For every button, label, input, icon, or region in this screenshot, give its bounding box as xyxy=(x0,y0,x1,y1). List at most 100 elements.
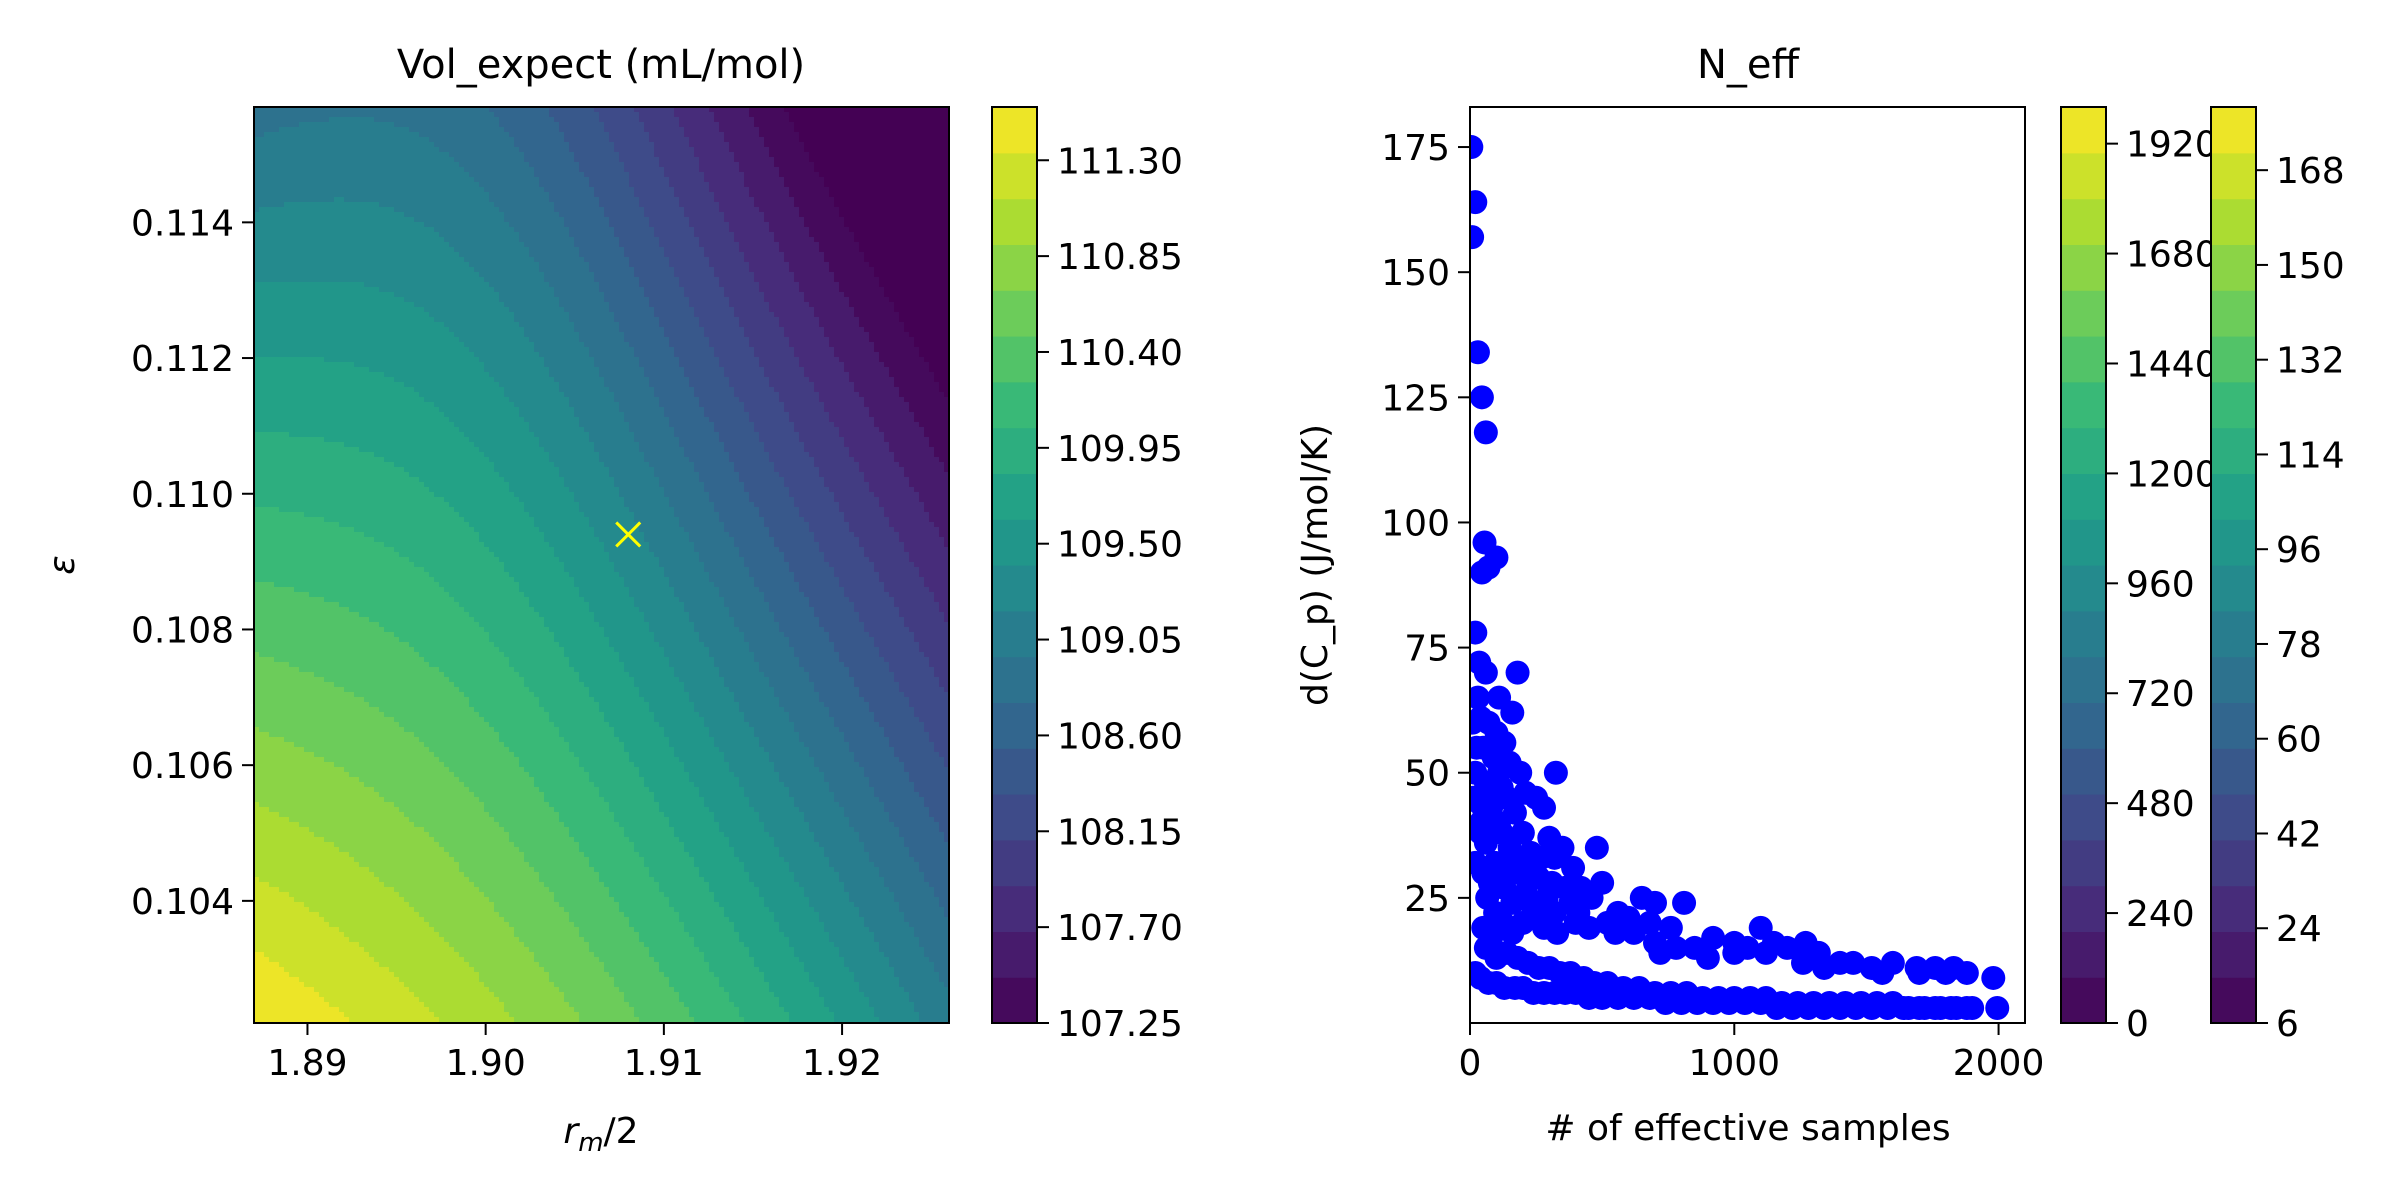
scatter-y-tick-label: 125 xyxy=(1381,378,1450,419)
scatter-point xyxy=(1672,890,1697,915)
colorbar-band xyxy=(2211,198,2256,245)
colorbar-band xyxy=(992,107,1037,154)
scatter-point xyxy=(1643,890,1667,915)
colorbar-tick-label: 42 xyxy=(2276,814,2322,855)
secondary-colorbar-frame xyxy=(2210,106,2257,1024)
colorbar-band xyxy=(992,885,1037,932)
colorbar-band xyxy=(992,977,1037,1024)
scatter-point xyxy=(1542,845,1567,870)
scatter-point xyxy=(1532,795,1556,820)
colorbar-band xyxy=(2211,748,2256,795)
scatter-point xyxy=(1621,920,1646,945)
contour-x-label-tail: /2 xyxy=(604,1111,639,1152)
colorbar-band xyxy=(2211,336,2256,383)
scatter-x-tick-label: 0 xyxy=(1459,1043,1482,1084)
colorbar-tick-label: 110.85 xyxy=(1057,237,1183,278)
contour-x-tick-label: 1.92 xyxy=(802,1043,882,1084)
scatter-point xyxy=(1508,760,1533,785)
colorbar-band xyxy=(992,794,1037,841)
scatter-point xyxy=(1907,960,1932,985)
colorbar-band xyxy=(2211,107,2256,154)
scatter-point xyxy=(1516,860,1541,885)
scatter-x-tick-label: 2000 xyxy=(1953,1043,2045,1084)
scatter-title: N_eff xyxy=(1697,42,1801,88)
contour-colorbar-bands xyxy=(992,107,1037,1024)
contour-x-label: rm/2 xyxy=(563,1111,638,1158)
colorbar-band xyxy=(2061,198,2106,245)
scatter-point xyxy=(1841,950,1866,975)
colorbar-band xyxy=(2061,977,2106,1024)
scatter-point xyxy=(1870,960,1895,985)
contour-x-axis: 1.89 1.90 1.91 1.92 xyxy=(267,1023,882,1084)
scatter-plot: N_eff 0 1000 2000 25 50 75 100 125 150 175 # of … xyxy=(1295,42,2044,1149)
contour-y-label: ε xyxy=(42,555,83,574)
colorbar-band xyxy=(992,656,1037,703)
colorbar-tick-label: 114 xyxy=(2276,435,2345,476)
colorbar-band xyxy=(2061,244,2106,291)
scatter-point xyxy=(1470,135,1484,160)
colorbar-band xyxy=(2061,519,2106,566)
scatter-point xyxy=(1775,935,1800,960)
scatter-y-label: d(C_p) (J/mol/K) xyxy=(1295,424,1336,706)
optimum-marker-x xyxy=(615,521,642,548)
scatter-y-tick-label: 175 xyxy=(1381,128,1450,169)
scatter-point xyxy=(1470,225,1485,250)
contour-x-label-sub: m xyxy=(578,1128,603,1158)
scatter-point xyxy=(1545,920,1570,945)
colorbar-band xyxy=(2211,610,2256,658)
colorbar-band xyxy=(2211,152,2256,200)
scatter-point xyxy=(1505,660,1530,685)
colorbar-band xyxy=(2211,839,2256,887)
colorbar-band xyxy=(2211,885,2256,932)
colorbar-band xyxy=(2061,381,2106,429)
colorbar-tick-label: 1680 xyxy=(2126,235,2218,276)
colorbar-tick-label: 108.60 xyxy=(1057,716,1183,757)
scatter-point xyxy=(1985,995,2010,1020)
contour-frame xyxy=(253,106,950,1024)
colorbar-band xyxy=(992,519,1037,566)
colorbar-band xyxy=(2061,427,2106,474)
colorbar-band xyxy=(2211,519,2256,566)
scatter-point xyxy=(1470,190,1488,215)
colorbar-band xyxy=(992,473,1037,520)
colorbar-band xyxy=(992,198,1037,245)
scatter-point xyxy=(1470,620,1488,645)
contour-x-tick-label: 1.90 xyxy=(446,1043,526,1084)
colorbar-band xyxy=(2211,565,2256,612)
colorbar-tick-label: 240 xyxy=(2126,894,2195,935)
scatter-point xyxy=(1487,760,1512,785)
contour-plot: Vol_expect (mL/mol) 1.89 1.90 1.91 1.92 0.1… xyxy=(42,42,950,1158)
scatter-point xyxy=(1510,885,1535,910)
secondary-colorbar: 6 24 42 60 78 96 114 132 150 168 xyxy=(2210,106,2345,1045)
colorbar-band xyxy=(2211,656,2256,703)
scatter-point xyxy=(1695,945,1720,970)
colorbar-tick-label: 1440 xyxy=(2126,344,2218,385)
colorbar-band xyxy=(2061,107,2106,154)
scatter-point xyxy=(1473,420,1498,445)
scatter-point xyxy=(1754,940,1778,965)
colorbar-band xyxy=(992,244,1037,291)
scatter-point xyxy=(1981,965,2006,990)
colorbar-tick-label: 150 xyxy=(2276,246,2345,287)
colorbar-band xyxy=(2211,473,2256,520)
scatter-point xyxy=(1473,660,1498,685)
colorbar-tick-label: 24 xyxy=(2276,909,2322,950)
colorbar-tick-label: 109.05 xyxy=(1057,621,1183,662)
colorbar-band xyxy=(2061,152,2106,200)
colorbar-tick-label: 960 xyxy=(2126,564,2195,605)
colorbar-band xyxy=(2061,794,2106,841)
scatter-point xyxy=(1543,760,1568,785)
colorbar-tick-label: 109.50 xyxy=(1057,525,1183,566)
colorbar-band xyxy=(992,610,1037,658)
scatter-point xyxy=(1701,925,1726,950)
colorbar-band xyxy=(2061,931,2106,978)
colorbar-band xyxy=(2061,656,2106,703)
scatter-point xyxy=(1470,710,1485,735)
scatter-x-tick-label: 1000 xyxy=(1688,1043,1780,1084)
colorbar-tick-label: 107.25 xyxy=(1057,1004,1183,1045)
scatter-point xyxy=(1812,955,1837,980)
colorbar-band xyxy=(992,336,1037,383)
colorbar-tick-label: 111.30 xyxy=(1057,141,1183,182)
contour-y-tick-label: 0.106 xyxy=(131,746,234,787)
contour-x-tick-label: 1.89 xyxy=(267,1043,347,1084)
